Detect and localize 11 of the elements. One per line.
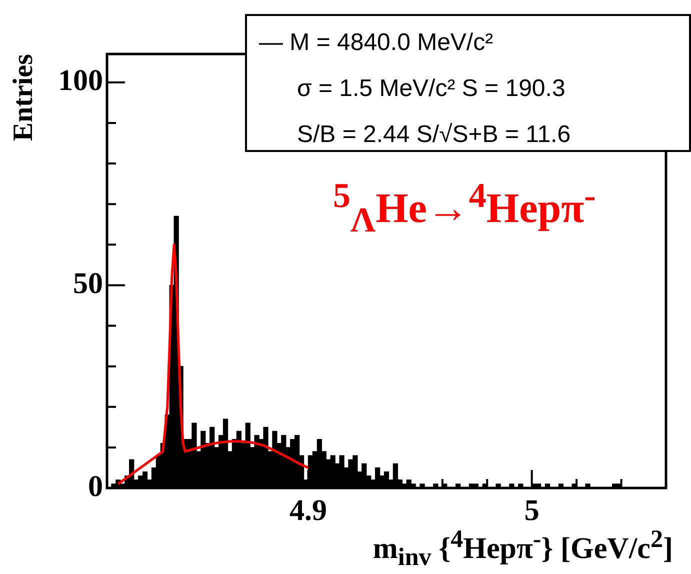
text: m$_{inv}$ {$^{4}$Hepπ$^{-}$} [GeV/c$^{2}$] (372, 526, 673, 571)
annotation: σ = 1.5 MeV/c² S = 190.3 (296, 74, 566, 104)
y-tick-label: 50 (73, 266, 103, 300)
annotation: S/B = 2.44 S/√S+B = 11.6 (296, 120, 572, 150)
y-axis-title: Entries (8, 54, 40, 142)
stats-box: — M = 4840.0 MeV/c² σ = 1.5 MeV/c² S = 190.3 S/B = 2.44 S/√S+B = 11.6 (245, 14, 691, 152)
y-tick-label: 100 (58, 64, 103, 98)
x-tick-label: 4.9 (289, 494, 327, 527)
x-tick-label: 5 (524, 494, 540, 527)
annotation: — M = 4840.0 MeV/c² (259, 28, 494, 58)
y-tick-label: 0 (88, 470, 103, 503)
